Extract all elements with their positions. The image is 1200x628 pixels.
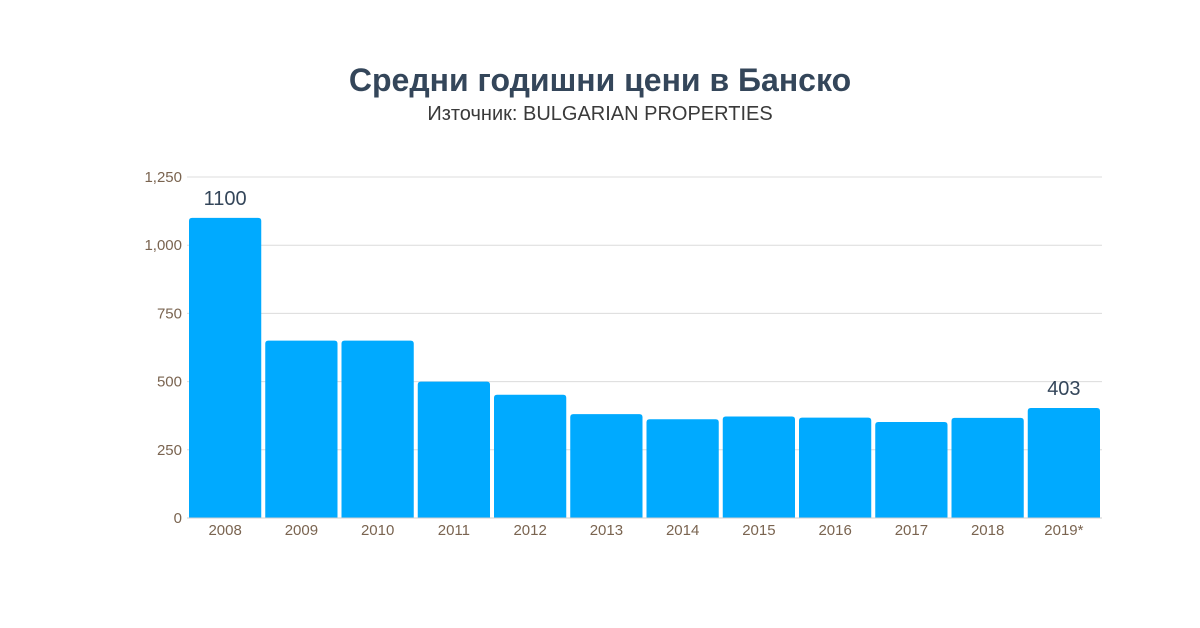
bar-2014 — [646, 419, 719, 518]
x-tick-label: 2017 — [895, 522, 928, 539]
x-tick-label: 2008 — [208, 522, 241, 539]
data-label: 1100 — [204, 188, 247, 210]
chart-subtitle: Източник: BULGARIAN PROPERTIES — [427, 103, 773, 125]
y-tick-label: 250 — [157, 442, 182, 459]
data-label: 403 — [1047, 378, 1080, 400]
bar-2018 — [951, 417, 1024, 518]
x-tick-label: 2011 — [438, 522, 470, 539]
y-tick-label: 1,000 — [144, 237, 182, 254]
bar-2009 — [265, 340, 338, 518]
y-tick-label: 0 — [174, 510, 182, 527]
bar-2010 — [341, 340, 414, 518]
bar-2008 — [189, 217, 262, 519]
chart-title: Средни годишни цени в Банско — [348, 62, 852, 98]
bar-2016 — [799, 417, 872, 518]
y-tick-label: 500 — [157, 374, 182, 391]
x-tick-label: 2016 — [818, 522, 851, 539]
x-tick-label: 2018 — [971, 522, 1004, 539]
x-tick-label: 2015 — [742, 522, 775, 539]
bar-2015 — [722, 416, 795, 518]
x-tick-label: 2013 — [590, 522, 623, 539]
x-tick-label: 2010 — [361, 522, 394, 539]
x-tick-label: 2014 — [666, 522, 699, 539]
bar-2017 — [875, 421, 948, 518]
bar-2011 — [417, 381, 490, 518]
x-tick-label: 2009 — [285, 522, 318, 539]
bar-2019* — [1027, 408, 1100, 518]
x-tick-label: 2012 — [513, 522, 546, 539]
y-tick-label: 750 — [157, 305, 182, 322]
bar-2013 — [570, 414, 643, 518]
y-tick-label: 1,250 — [144, 169, 182, 186]
bar-2012 — [494, 394, 567, 518]
x-tick-label: 2019* — [1044, 522, 1083, 539]
